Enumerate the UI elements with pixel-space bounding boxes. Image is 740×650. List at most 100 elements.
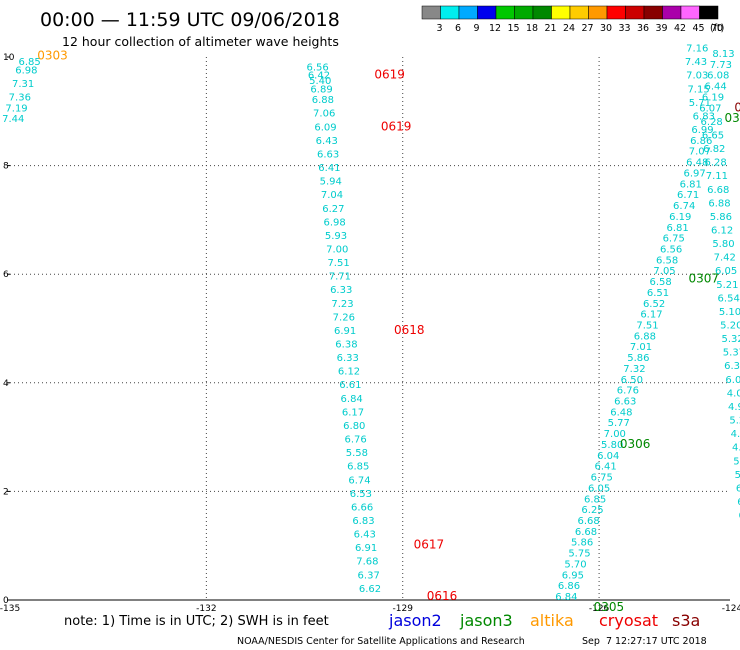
wave-height-point: 6.98 [15, 65, 37, 76]
wave-height-point: 5.32 [721, 334, 740, 345]
wave-height-point: 6.48 [686, 158, 708, 169]
wave-height-point: 6.05 [588, 483, 610, 494]
satellite-legend-item: altika [530, 611, 574, 630]
pass-time-label: 0619 [381, 119, 412, 133]
y-axis-ticks: 0 2 4 6 8 10 [3, 53, 15, 606]
x-tick-label: -129 [393, 604, 414, 614]
color-swatch [699, 5, 719, 20]
pass-time-label: 0619 [374, 68, 405, 82]
wave-height-point: 6.68 [707, 185, 729, 196]
wave-height-point: 6.51 [647, 288, 669, 299]
wave-height-point: 5.94 [320, 177, 342, 188]
color-swatch [551, 5, 571, 20]
wave-height-point: 6.28 [704, 158, 726, 169]
wave-height-point: 7.32 [623, 364, 645, 375]
wave-height-point: 7.04 [321, 190, 343, 201]
wave-height-point: 6.28 [701, 117, 723, 128]
wave-height-point: 7.03 [686, 71, 708, 82]
wave-height-point: 7.00 [326, 244, 348, 255]
wave-height-point: 5.77 [608, 418, 630, 429]
wave-height-point: 6.62 [359, 584, 381, 595]
color-swatch [643, 5, 663, 20]
color-scale-label: 70 [711, 23, 723, 34]
wave-height-point: 6.88 [312, 95, 334, 106]
color-swatch [606, 5, 626, 20]
y-tick-label: 6 [3, 270, 9, 280]
footer-timestamp: Sep 7 12:27:17 UTC 2018 [582, 636, 707, 647]
x-tick-label: -132 [196, 604, 216, 614]
color-swatch [680, 5, 700, 20]
wave-height-point: 6.12 [711, 225, 733, 236]
wave-height-point: 5.40 [309, 76, 331, 87]
pass-time-label: 0618 [394, 323, 425, 337]
color-scale-label: 15 [507, 23, 519, 34]
wave-height-point: 7.68 [356, 557, 378, 568]
wave-height-point: 6.54 [718, 293, 740, 304]
wave-height-point: 6.86 [558, 581, 580, 592]
wave-height-point: 5.10 [719, 307, 740, 318]
wave-height-point: 7.11 [706, 171, 728, 182]
wave-height-point: 6.04 [597, 451, 619, 462]
wave-height-point: 6.12 [338, 367, 360, 378]
wave-height-point: 7.26 [333, 312, 355, 323]
color-swatch [458, 5, 478, 20]
color-scale-label: 9 [473, 23, 479, 34]
wave-height-point: 6.71 [677, 190, 699, 201]
color-scale-label: 12 [489, 23, 501, 34]
pass-time-label: 0306 [620, 437, 651, 451]
color-scale-label: 30 [600, 23, 612, 34]
color-scale-label: 39 [655, 23, 667, 34]
wave-height-point: 7.07 [689, 147, 711, 158]
color-scale-label: 18 [526, 23, 538, 34]
color-swatch [477, 5, 497, 20]
wave-height-point: 6.74 [673, 201, 695, 212]
wave-height-point: 6.33 [724, 361, 740, 372]
satellite-legend-item: jason2 [388, 611, 442, 630]
wave-height-point: 6.81 [667, 223, 689, 234]
wave-height-point: 6.97 [684, 168, 706, 179]
color-scale-label: 24 [563, 23, 575, 34]
wave-height-point: 6.65 [702, 130, 724, 141]
wave-height-point: 7.44 [2, 114, 24, 125]
wave-height-point: 7.73 [710, 60, 732, 71]
color-scale-label: 3 [436, 23, 442, 34]
wave-height-point: 7.51 [327, 258, 349, 269]
plot-grid [10, 57, 730, 600]
wave-height-point: 6.76 [344, 435, 366, 446]
pass-time-label: 0617 [414, 537, 445, 551]
wave-height-point: 6.56 [660, 244, 682, 255]
wave-height-point: 6.84 [341, 394, 363, 405]
chart-title: 00:00 — 11:59 UTC 09/06/2018 [40, 9, 340, 31]
wave-height-point: 6.42 [308, 71, 330, 82]
satellite-legend-item: s3a [672, 611, 700, 630]
pass-time-label: 0307 [689, 271, 720, 285]
y-tick-label: 10 [3, 53, 15, 63]
wave-height-point: 4.83 [732, 443, 740, 454]
x-tick-label: -135 [0, 604, 20, 614]
color-swatch [514, 5, 534, 20]
wave-height-point: 7.42 [714, 253, 736, 264]
wave-height-point: 5.70 [564, 559, 586, 570]
wave-height-point: 6.33 [337, 353, 359, 364]
wave-height-point: 6.89 [310, 84, 332, 95]
wave-height-point: 6.41 [595, 462, 617, 473]
wave-height-point: 6.85 [347, 462, 369, 473]
wave-height-point: 6.43 [354, 530, 376, 541]
color-swatch [625, 5, 645, 20]
wave-height-point: 6.85 [19, 57, 41, 68]
wave-height-point: 7.05 [653, 266, 675, 277]
wave-height-point: 6.74 [348, 475, 370, 486]
wave-height-point: 6.17 [640, 310, 662, 321]
wave-height-point: 6.58 [649, 277, 671, 288]
wave-height-point: 6.07 [699, 103, 721, 114]
footer-note: note: 1) Time is in UTC; 2) SWH is in fe… [64, 614, 329, 629]
wave-height-point: 6.27 [322, 204, 344, 215]
wave-height-point: 6.83 [693, 111, 715, 122]
color-scale-label: 27 [581, 23, 593, 34]
wave-height-point: 6.19 [702, 92, 724, 103]
wave-height-point: 6.88 [634, 331, 656, 342]
color-scale-legend: 3 6 9 12 15 18 21 24 27 30 33 36 39 42 45 70 [421, 5, 723, 34]
wave-height-point: 7.31 [12, 79, 34, 90]
wave-height-point: 6.61 [339, 380, 361, 391]
color-scale-label: 36 [637, 23, 649, 34]
